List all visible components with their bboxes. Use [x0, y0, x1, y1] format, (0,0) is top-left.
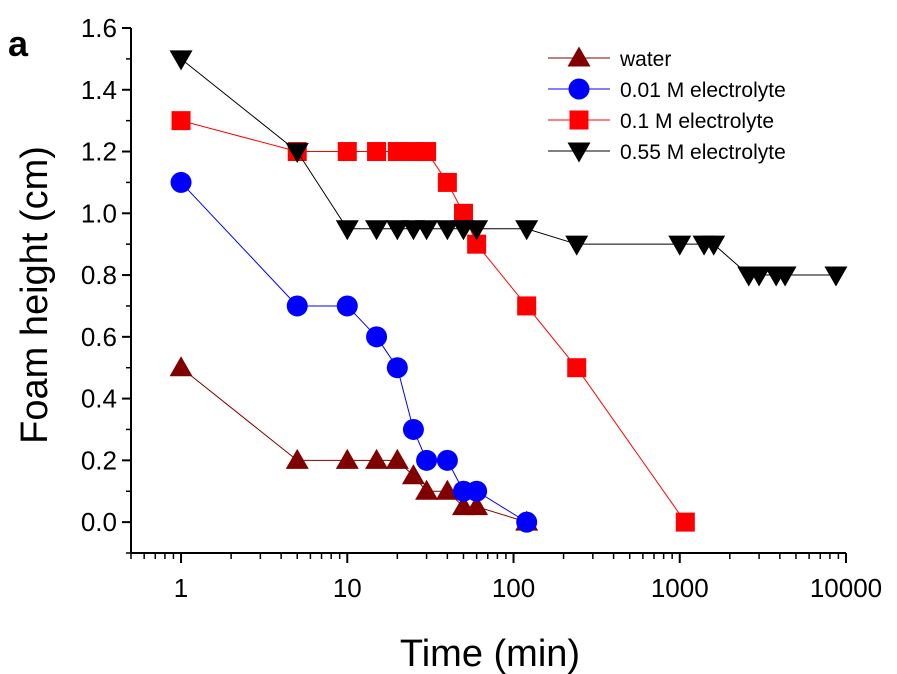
series-3-point — [367, 142, 386, 161]
y-tick-label: 1.0 — [81, 198, 117, 228]
series-4-point — [336, 220, 359, 240]
y-tick-label: 0.0 — [81, 507, 117, 537]
series-4-point — [668, 236, 691, 256]
legend-entry: water — [548, 47, 671, 72]
series-2-point — [437, 450, 458, 471]
series-2-point — [287, 295, 308, 316]
series-4-point — [824, 267, 847, 287]
y-tick-label: 0.6 — [81, 322, 117, 352]
series-1-point — [170, 356, 193, 376]
series-3 — [172, 111, 695, 531]
series-2-point — [337, 295, 358, 316]
series-4-point — [365, 220, 388, 240]
legend-label: water — [619, 48, 671, 71]
series-2-point — [366, 326, 387, 347]
series-1-point — [365, 449, 388, 469]
series-3-point — [172, 111, 191, 130]
series-2-point — [516, 512, 537, 533]
legend-entry: 0.1 M electrolyte — [548, 110, 774, 133]
legend-label: 0.55 M electrolyte — [620, 141, 786, 164]
x-tick-label: 1000 — [651, 573, 709, 603]
legend-marker — [570, 111, 589, 130]
y-tick-label: 1.4 — [81, 75, 117, 105]
series-1-point — [336, 449, 359, 469]
legend-entry: 0.01 M electrolyte — [548, 79, 786, 103]
series-3-point — [454, 204, 473, 223]
x-tick-label: 10 — [333, 573, 362, 603]
series-3-point — [438, 173, 457, 192]
y-tick-label: 0.4 — [81, 384, 117, 414]
series-1 — [170, 356, 539, 530]
series-3-point — [338, 142, 357, 161]
legend-marker — [568, 143, 591, 163]
legend-marker — [568, 47, 591, 67]
y-tick-label: 0.8 — [81, 260, 117, 290]
series-2-point — [387, 357, 408, 378]
series-3-point — [417, 142, 436, 161]
series-3-point — [517, 296, 536, 315]
series-3-point — [676, 513, 695, 532]
x-axis-title: Time (min) — [400, 633, 580, 674]
panel-label: a — [8, 23, 29, 64]
y-axis-title: Foam height (cm) — [14, 146, 56, 444]
series-2-point — [171, 172, 192, 193]
series-4-point — [515, 220, 538, 240]
series-4-point — [565, 236, 588, 256]
x-tick-label: 100 — [492, 573, 535, 603]
series-2-point — [416, 450, 437, 471]
y-tick-label: 1.6 — [81, 13, 117, 43]
series-3-point — [567, 358, 586, 377]
legend-label: 0.01 M electrolyte — [620, 79, 786, 102]
series-2-point — [466, 481, 487, 502]
y-tick-label: 0.2 — [81, 445, 117, 475]
series-2-point — [403, 419, 424, 440]
series-1-point — [286, 449, 309, 469]
series-1-point — [386, 449, 409, 469]
legend-label: 0.1 M electrolyte — [620, 110, 774, 133]
x-tick-label: 1 — [174, 573, 188, 603]
legend-marker — [569, 79, 590, 100]
legend-entry: 0.55 M electrolyte — [548, 141, 786, 164]
x-tick-label: 10000 — [810, 573, 882, 603]
legend: water 0.01 M electrolyte 0.1 M electrolyte… — [548, 47, 786, 165]
y-tick-label: 1.2 — [81, 137, 117, 167]
series-4-point — [170, 50, 193, 70]
